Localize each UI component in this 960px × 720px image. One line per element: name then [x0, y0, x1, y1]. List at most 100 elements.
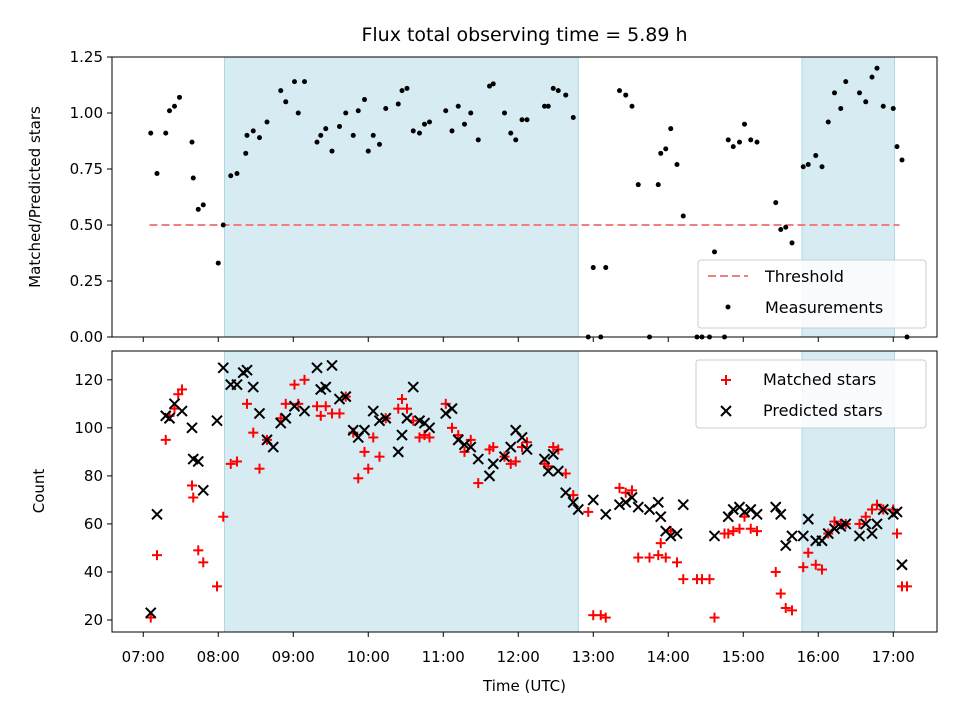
measurement-point: [410, 128, 416, 134]
bottom-ytick-label: 120: [74, 371, 103, 389]
predicted-star-point: [626, 491, 638, 504]
predicted-star-point: [538, 453, 551, 465]
matched-star-point: [704, 574, 715, 585]
matched-star-point: [363, 463, 374, 474]
predicted-star-point: [326, 359, 338, 372]
matched-star-point: [752, 526, 762, 537]
measurement-point: [323, 126, 329, 132]
measurement-point: [177, 94, 182, 100]
top-panel: 0.00 0.25 0.50 0.75 1.00 1.25 Flux total obse…: [26, 24, 938, 346]
measurement-point: [603, 265, 609, 271]
predicted-star-point: [802, 513, 814, 525]
bottom-xtick-label: 15:00: [722, 648, 765, 666]
top-ytick-label: 0.00: [70, 328, 103, 346]
matched-star-point: [188, 492, 199, 503]
matched-star-point: [242, 398, 252, 409]
predicted-star-point: [891, 506, 903, 518]
measurement-point: [623, 92, 629, 98]
measurement-point: [399, 88, 405, 94]
top-ytick-label: 0.75: [70, 160, 103, 178]
measurement-point: [513, 137, 519, 143]
measurement-point: [629, 103, 635, 109]
predicted-star-point: [786, 530, 798, 542]
predicted-star-point: [853, 530, 866, 542]
predicted-star-point: [738, 506, 751, 518]
matched-star-point: [770, 566, 781, 577]
measurement-point: [383, 106, 389, 112]
matched-star-point: [817, 564, 827, 575]
measurement-point: [857, 90, 862, 96]
matched-star-point: [867, 504, 877, 515]
matched-star-point: [860, 511, 871, 522]
predicted-star-point: [380, 412, 392, 424]
matched-star-point: [568, 490, 579, 501]
measurement-point: [778, 226, 784, 232]
measurement-point: [789, 240, 795, 246]
bottom-ylabel: Count: [30, 469, 48, 514]
matched-star-point: [459, 446, 470, 457]
matched-star-point: [359, 446, 370, 457]
matched-star-point: [152, 550, 162, 561]
predicted-star-point: [231, 378, 243, 391]
predicted-star-point: [587, 494, 599, 506]
predicted-star-point: [521, 443, 533, 456]
measurement-point: [154, 170, 160, 176]
matched-star-point: [368, 432, 379, 443]
predicted-star-point: [367, 405, 379, 417]
predicted-star-point: [708, 530, 721, 542]
matched-star-point: [275, 413, 286, 424]
measurement-point: [264, 119, 270, 125]
predicted-star-point: [671, 527, 683, 540]
measurement-point: [283, 99, 289, 105]
matched-star-point: [225, 458, 236, 469]
bottom-xtick-label: 14:00: [647, 648, 690, 666]
predicted-star-point: [407, 381, 419, 393]
predicted-star-point: [722, 511, 734, 523]
matched-star-point: [169, 403, 180, 414]
predicted-star-point: [267, 441, 279, 453]
measurement-point: [449, 128, 455, 134]
matched-star-point: [299, 374, 310, 385]
matched-star-point: [780, 602, 791, 613]
matched-star-point: [872, 499, 882, 510]
top-shaded-interval-0: [224, 56, 579, 338]
predicted-star-point: [542, 465, 554, 477]
predicted-star-point: [288, 400, 301, 412]
top-legend: Threshold Measurements: [697, 259, 927, 329]
predicted-star-point: [677, 499, 689, 511]
matched-star-point: [160, 434, 171, 445]
matched-star-point: [232, 456, 242, 467]
measurement-point: [292, 79, 297, 85]
measurement-point: [350, 132, 356, 138]
predicted-star-point: [373, 414, 386, 427]
top-y-ticks: 0.00 0.25 0.50 0.75 1.00 1.25: [70, 48, 112, 346]
threshold-legend-label: Threshold: [764, 267, 844, 286]
matched-star-point: [447, 422, 457, 433]
measurement-point: [502, 110, 507, 116]
predicted-star-point: [620, 496, 632, 509]
predicted-star-point: [446, 402, 458, 415]
measurement-point: [712, 249, 717, 255]
top-ytick-label: 0.25: [70, 272, 103, 290]
measurement-point: [228, 173, 234, 179]
measurement-point: [550, 85, 556, 91]
matched-star-point: [473, 478, 484, 489]
top-x-ticks: [142, 337, 894, 342]
measurement-point: [742, 121, 747, 127]
matched-star-point: [595, 610, 606, 621]
predicted-star-point: [547, 448, 559, 460]
predicted-legend-label: Predicted stars: [763, 401, 883, 420]
matched-star-point: [892, 528, 902, 539]
predicted-star-point: [632, 501, 644, 513]
measurement-point: [655, 182, 661, 188]
measurement-point: [680, 213, 686, 219]
measurement-point: [832, 90, 837, 96]
measurement-point: [490, 81, 496, 87]
bottom-xlabel: Time (UTC): [482, 677, 566, 695]
bottom-xtick-label: 09:00: [272, 648, 315, 666]
predicted-star-point: [145, 607, 157, 619]
bottom-ytick-label: 100: [74, 419, 103, 437]
predicted-star-point: [797, 530, 809, 542]
bottom-ytick-label: 20: [84, 611, 103, 629]
measurement-point: [783, 224, 789, 230]
